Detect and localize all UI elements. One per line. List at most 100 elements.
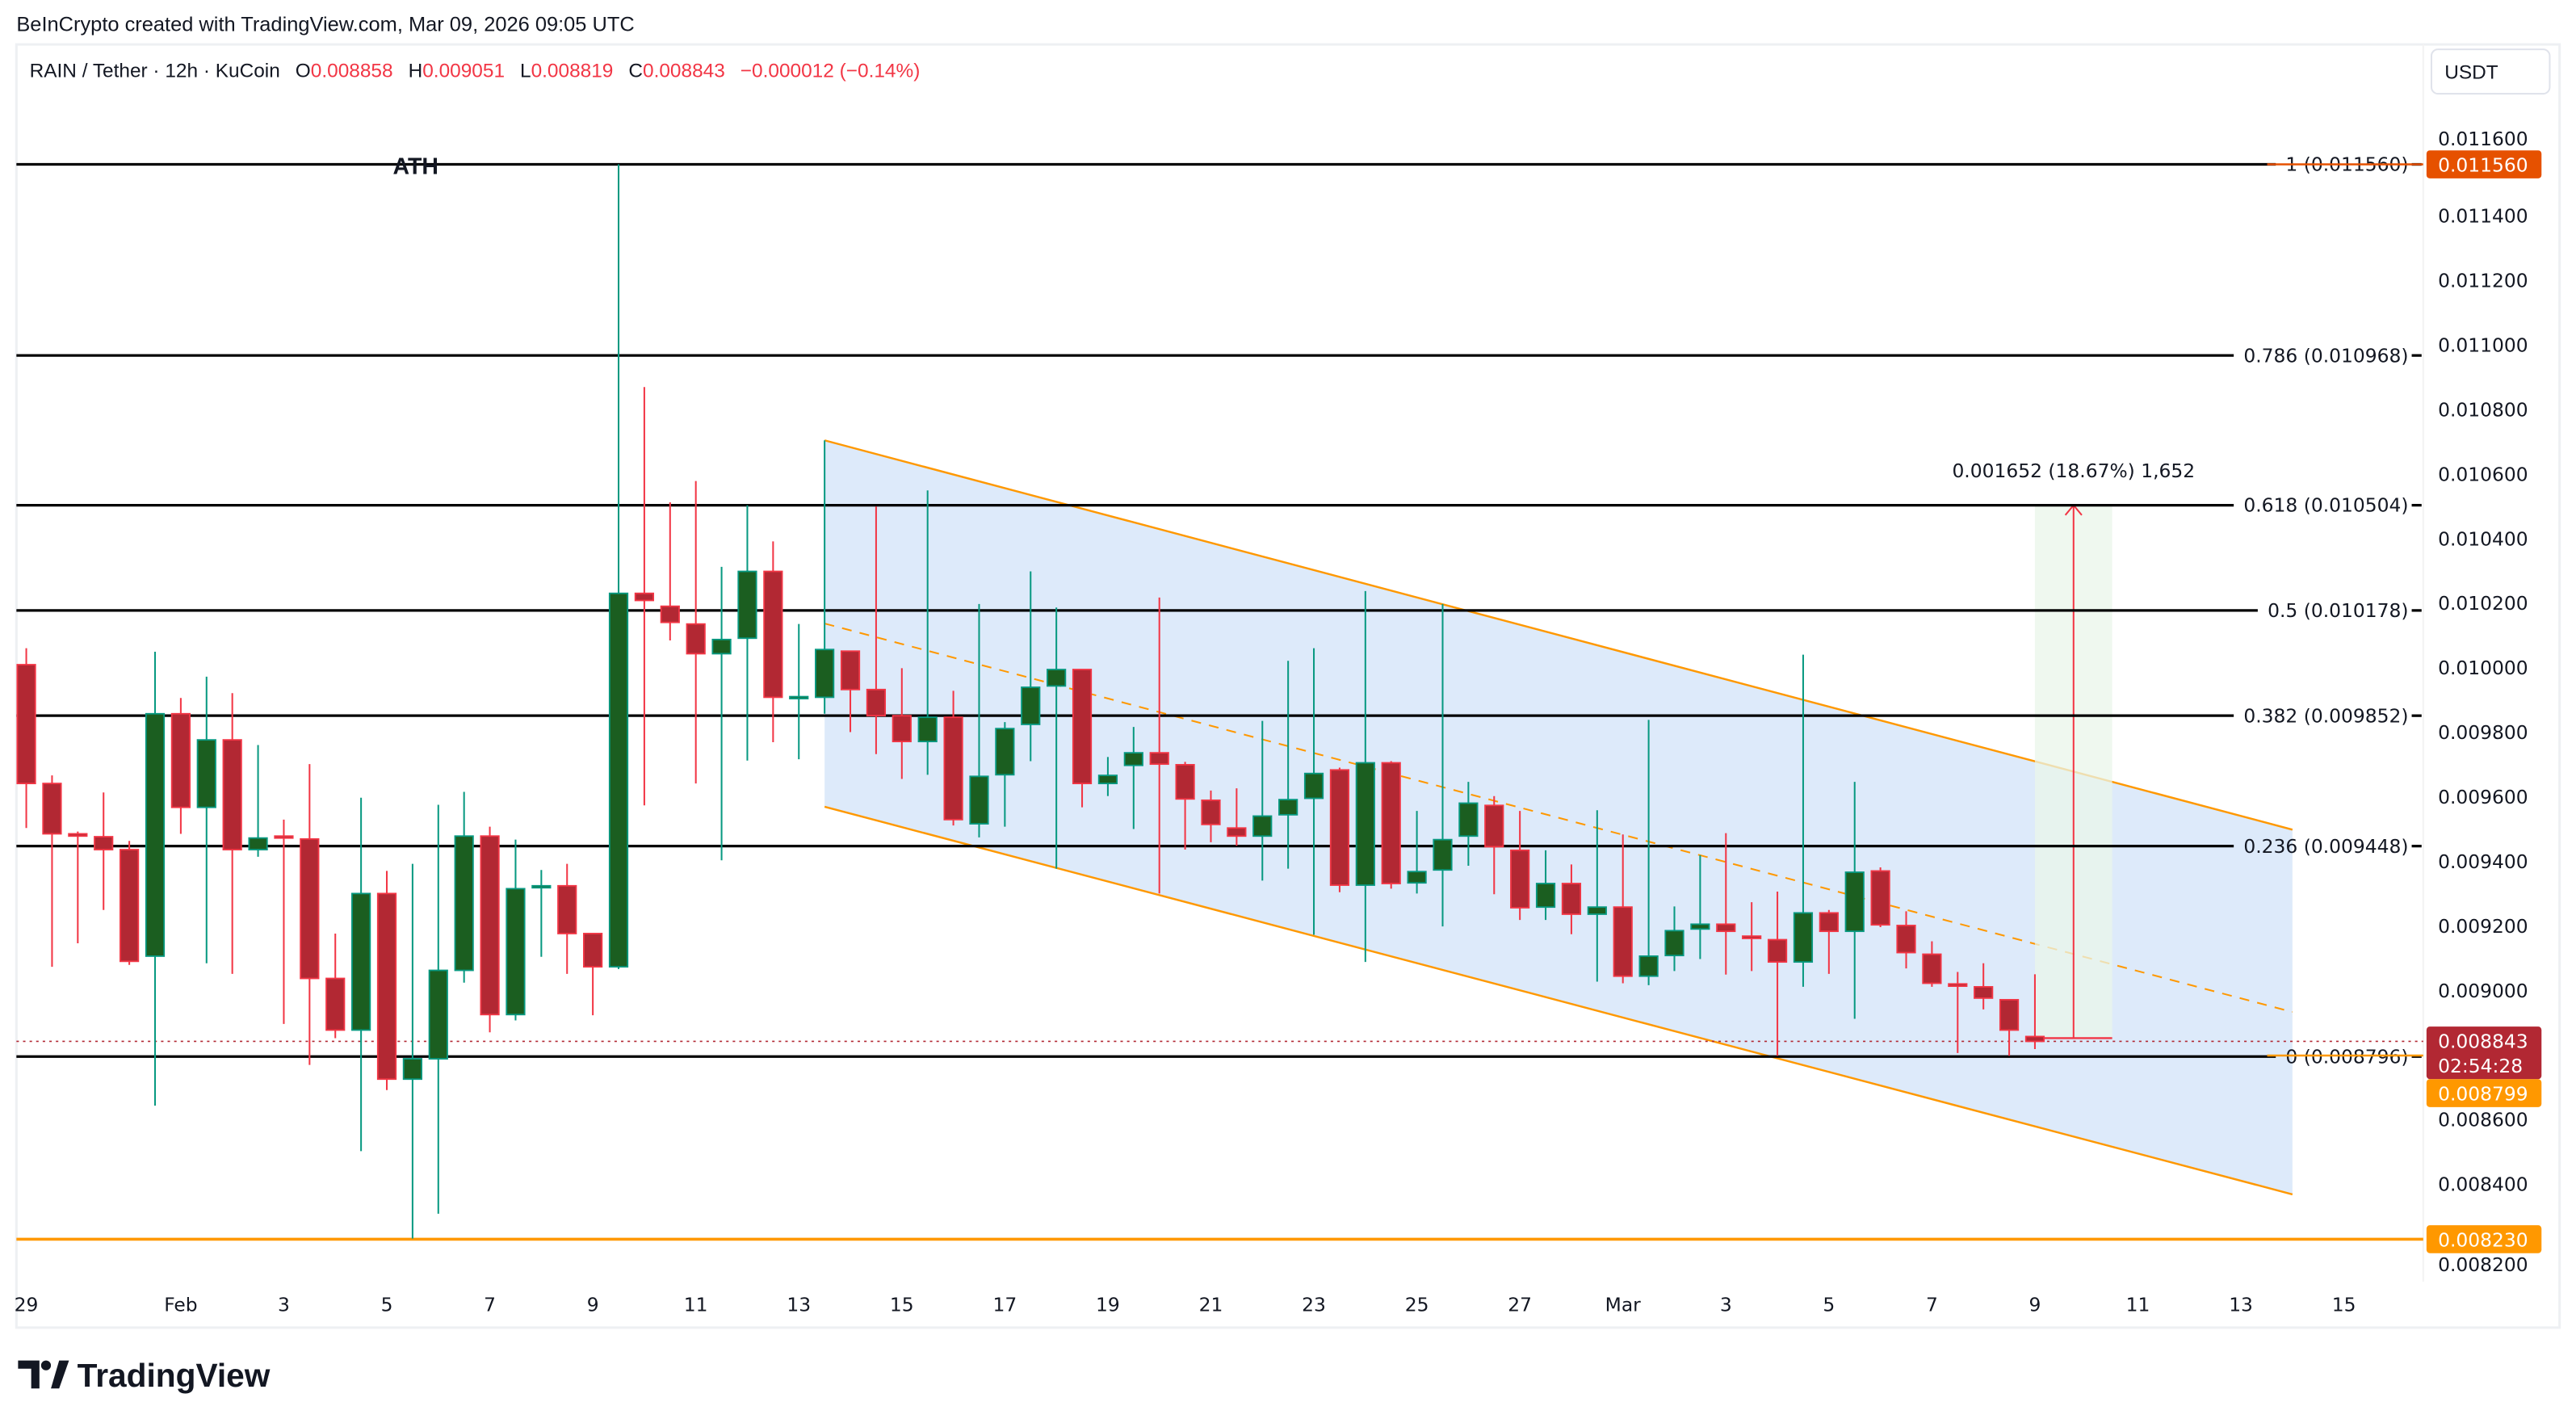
candle-body (1535, 883, 1556, 909)
time-axis-label: 5 (1823, 1294, 1835, 1316)
candle (2024, 974, 2045, 1050)
currency-button-label[interactable]: USDT (2444, 62, 2498, 84)
candle-body (1021, 686, 1041, 725)
tradingview-logo: TradingView (18, 1357, 271, 1394)
candle (917, 490, 938, 775)
time-axis[interactable]: 29 Feb 3 5 7 9 11 13 15 17 19 21 23 25 27 Mar 3 5 7 9 11 13 15 (15, 1294, 2356, 1316)
candle-body (866, 688, 887, 717)
candle (1149, 597, 1169, 894)
candle (1948, 972, 1968, 1053)
candle (686, 481, 706, 784)
candle-body (1227, 827, 1247, 837)
candle (68, 831, 88, 943)
candle-body (1922, 953, 1942, 984)
time-axis-label: Feb (164, 1294, 197, 1316)
fib-level-label: 0.382 (0.009852) (2243, 704, 2408, 727)
time-axis-label: 23 (1302, 1294, 1326, 1316)
candle-body (1047, 669, 1067, 687)
time-axis-label: 11 (2126, 1294, 2150, 1316)
candle (711, 566, 732, 861)
price-axis-label: 0.009600 (2438, 786, 2528, 808)
chart-panel-frame (15, 43, 2561, 1329)
time-axis-label: Mar (1605, 1294, 1641, 1316)
candle-body (1690, 923, 1710, 930)
fib-level-label: 0.5 (0.010178) (2268, 599, 2408, 622)
high-label: H (409, 61, 423, 82)
candle (351, 797, 371, 1152)
fib-level-label: 0.786 (0.010968) (2243, 344, 2408, 367)
support-price-badge: 0.008230 (2438, 1229, 2528, 1252)
candle-body (120, 849, 140, 963)
open-label: O (296, 61, 311, 82)
attribution-text: BeInCrypto created with TradingView.com,… (16, 14, 634, 36)
candle-body (1072, 669, 1093, 785)
candle-body (2024, 1035, 2045, 1043)
price-axis-label: 0.008200 (2438, 1253, 2528, 1276)
candle (94, 792, 114, 910)
candle-body (1458, 802, 1479, 837)
candle-body (1716, 923, 1736, 933)
candle-body (1561, 883, 1582, 915)
candle (1175, 762, 1195, 850)
candle (1303, 648, 1324, 935)
support-price-badge-background (2426, 1225, 2542, 1253)
candle-body (1433, 838, 1453, 871)
candle-body (402, 1058, 423, 1081)
candle-body (454, 835, 474, 972)
price-axis-label: 0.011000 (2438, 334, 2528, 356)
candle (196, 676, 216, 963)
candle (1587, 810, 1607, 982)
candle (1201, 790, 1221, 842)
candle (531, 870, 552, 957)
price-axis[interactable]: 0.008200 0.008400 0.008600 0.009000 0.009200… (2438, 128, 2528, 1276)
ath-price-badge: 0.011560 (2438, 154, 2528, 177)
candle-body (1278, 799, 1298, 816)
candle-body (325, 977, 346, 1031)
last-price-badge-background (2426, 1026, 2542, 1080)
price-axis-label: 0.010200 (2438, 592, 2528, 615)
candle (1870, 867, 1890, 927)
candle-body (815, 649, 835, 699)
candle-body (428, 969, 448, 1060)
candle (506, 839, 526, 1021)
low-value: 0.008819 (531, 61, 614, 82)
candle (1974, 963, 1994, 1010)
price-axis-label: 0.008400 (2438, 1173, 2528, 1196)
currency-button-frame[interactable] (2430, 48, 2551, 95)
candle (763, 541, 783, 742)
price-axis-label: 0.009000 (2438, 980, 2528, 1002)
candle (995, 722, 1015, 827)
candle-body (16, 664, 36, 785)
candle (1047, 607, 1067, 869)
measure-label: 0.001652 (18.67%) 1,652 (1952, 460, 2195, 482)
candle (1097, 757, 1118, 796)
candle-body (1896, 925, 1916, 954)
candle-body (1742, 935, 1762, 939)
candle-body (789, 695, 809, 699)
channel-lower-line (824, 805, 2293, 1196)
price-axis-label: 0.011600 (2438, 128, 2528, 150)
time-axis-label: 9 (2029, 1294, 2041, 1316)
candle (1819, 909, 1839, 974)
candle (428, 804, 448, 1214)
price-axis-label: 0.010800 (2438, 398, 2528, 421)
candle-body (1303, 772, 1324, 800)
currency-button[interactable]: USDT (2430, 48, 2551, 95)
candle (274, 819, 294, 1024)
time-axis-label: 13 (787, 1294, 811, 1316)
candle-body (892, 715, 912, 743)
candle (120, 841, 140, 965)
candle (1123, 727, 1143, 829)
candle-body (196, 739, 216, 808)
candle-body (1484, 804, 1504, 848)
time-axis-label: 15 (2332, 1294, 2356, 1316)
candle (1922, 941, 1942, 987)
close-label: C (628, 61, 643, 82)
ath-price-badge-background (2426, 150, 2542, 178)
candle-body (1948, 983, 1968, 988)
candle (222, 693, 242, 974)
time-axis-label: 11 (684, 1294, 708, 1316)
